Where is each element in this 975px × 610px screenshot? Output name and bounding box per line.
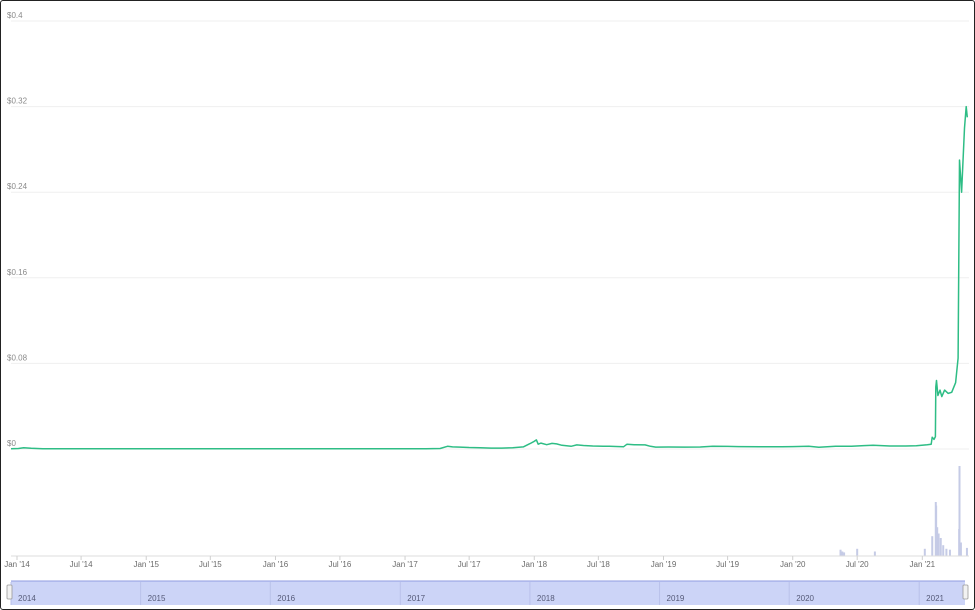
volume-bar [936, 527, 939, 556]
x-tick-label: Jul '15 [199, 560, 222, 569]
volume-bar [923, 548, 926, 556]
navigator-year-label: 2018 [537, 594, 555, 603]
volume-bar [839, 549, 842, 556]
navigator-year-label: 2015 [148, 594, 166, 603]
volume-bar [931, 536, 934, 556]
volume-bar [948, 549, 951, 556]
x-tick-label: Jan '14 [4, 560, 30, 569]
navigator-left-handle[interactable] [6, 584, 13, 600]
volume-bar [873, 551, 876, 556]
volume-bar [942, 545, 945, 556]
volume-bar [965, 547, 968, 556]
y-tick-label: $0.16 [7, 268, 28, 277]
x-tick-label: Jan '21 [910, 560, 936, 569]
navigator[interactable]: 2014 2015 2016 2017 2018 2019 2020 2021 [6, 580, 969, 605]
volume-bar [939, 538, 942, 556]
volume-bar [841, 551, 844, 556]
price-line [10, 105, 969, 450]
grid [11, 20, 969, 450]
x-tick-label: Jan '18 [522, 560, 548, 569]
volume-bar [958, 466, 961, 556]
volume-bar [843, 552, 846, 556]
navigator-year-label: 2019 [667, 594, 685, 603]
volume-bar [856, 548, 859, 556]
y-tick-label: $0.08 [7, 353, 28, 362]
navigator-selection[interactable] [11, 581, 965, 605]
x-tick-label: Jul '18 [587, 560, 610, 569]
navigator-year-label: 2016 [277, 594, 295, 603]
volume-bars [839, 466, 968, 556]
x-axis: Jan '14 Jul '14 Jan '15 Jul '15 Jan '16 Jul '… [4, 556, 936, 569]
y-tick-label: $0 [7, 439, 16, 448]
navigator-right-handle[interactable] [962, 584, 969, 600]
volume-bar [935, 505, 938, 556]
navigator-year-label: 2021 [926, 594, 944, 603]
x-tick-label: Jan '16 [263, 560, 289, 569]
y-tick-label: $0.32 [7, 97, 28, 106]
navigator-year-label: 2017 [407, 594, 425, 603]
x-tick-label: Jul '19 [716, 560, 739, 569]
x-tick-label: Jan '20 [780, 560, 806, 569]
volume-bar [959, 542, 962, 556]
x-tick-label: Jan '19 [651, 560, 677, 569]
y-axis: $0 $0.08 $0.16 $0.24 $0.32 $0.4 [7, 11, 28, 448]
y-tick-label: $0.4 [7, 11, 23, 20]
x-tick-label: Jul '20 [846, 560, 869, 569]
volume-bar [945, 548, 948, 556]
navigator-year-label: 2014 [18, 594, 36, 603]
volume-bar [937, 533, 940, 556]
y-tick-label: $0.24 [7, 182, 28, 191]
x-tick-label: Jul '16 [328, 560, 351, 569]
navigator-year-label: 2020 [796, 594, 814, 603]
x-tick-label: Jul '14 [70, 560, 93, 569]
x-tick-label: Jan '15 [133, 560, 159, 569]
x-tick-label: Jul '17 [458, 560, 481, 569]
x-tick-label: Jan '17 [392, 560, 418, 569]
